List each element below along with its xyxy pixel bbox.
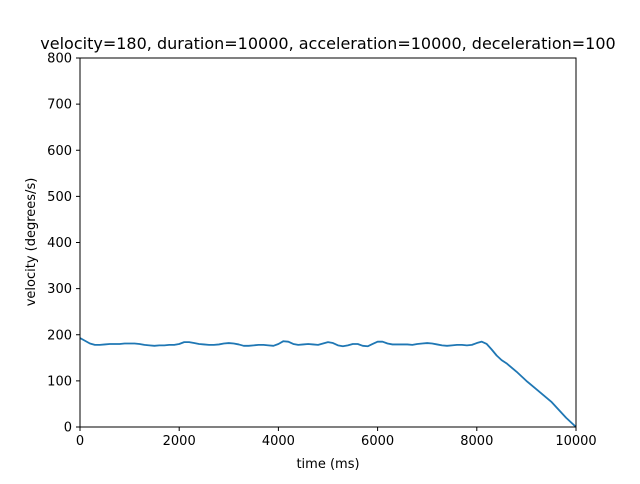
x-tick-label: 6000 <box>361 434 394 449</box>
x-tick-label: 4000 <box>262 434 295 449</box>
chart-title: velocity=180, duration=10000, accelerati… <box>40 34 615 53</box>
y-tick-label: 600 <box>47 144 72 159</box>
y-tick-label: 200 <box>47 328 72 343</box>
plot-area: 0 2000 4000 6000 8000 10000 0 100 200 300 400 500 60… <box>47 52 597 450</box>
x-tick-label: 8000 <box>460 434 493 449</box>
y-tick-label: 0 <box>64 421 72 436</box>
y-tick-label: 700 <box>47 98 72 113</box>
x-tick-label: 0 <box>76 434 84 449</box>
x-tick-label: 2000 <box>163 434 196 449</box>
y-tick-label: 500 <box>47 190 72 205</box>
plot-frame <box>79 57 577 428</box>
x-tick-label: 10000 <box>555 434 596 449</box>
series-line-0 <box>80 337 576 427</box>
x-axis-label: time (ms) <box>296 457 359 472</box>
y-axis-label: velocity (degrees/s) <box>24 178 39 307</box>
y-tick-label: 800 <box>47 52 72 67</box>
y-tick-label: 100 <box>47 374 72 389</box>
y-tick-label: 300 <box>47 282 72 297</box>
y-tick-label: 400 <box>47 236 72 251</box>
